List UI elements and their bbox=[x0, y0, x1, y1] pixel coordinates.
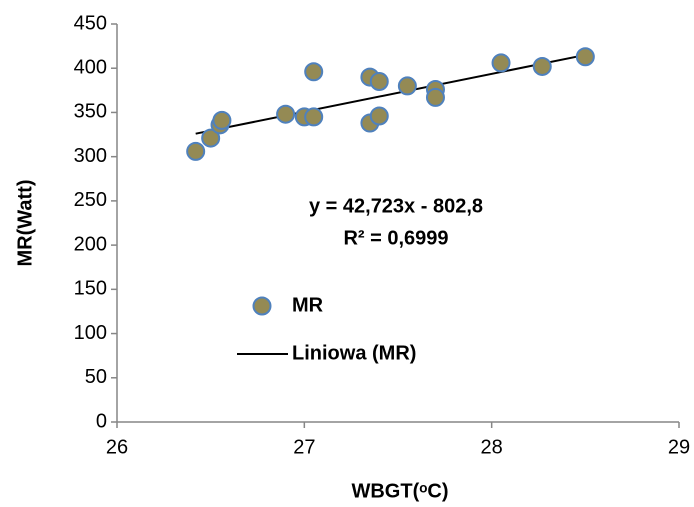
data-point bbox=[201, 128, 221, 148]
x-axis-title: WBGT(ᵒC) bbox=[351, 480, 448, 502]
y-tick-label: 200 bbox=[74, 233, 107, 255]
data-point bbox=[186, 141, 206, 161]
y-tick-label: 300 bbox=[74, 145, 107, 167]
legend-label: Liniowa (MR) bbox=[292, 342, 416, 364]
y-tick-label: 250 bbox=[74, 189, 107, 211]
data-point bbox=[575, 47, 595, 67]
x-tick-label: 26 bbox=[106, 436, 128, 458]
y-tick-label: 450 bbox=[74, 12, 107, 34]
data-point bbox=[304, 107, 324, 127]
y-tick-label: 400 bbox=[74, 57, 107, 79]
data-point bbox=[369, 106, 389, 126]
data-point bbox=[212, 110, 232, 130]
y-tick-label: 350 bbox=[74, 101, 107, 123]
legend-marker bbox=[252, 296, 272, 316]
y-tick-label: 0 bbox=[96, 410, 107, 432]
y-tick-label: 50 bbox=[85, 366, 107, 388]
trendline bbox=[195, 53, 586, 135]
x-tick-label: 28 bbox=[481, 436, 503, 458]
trend-equation: y = 42,723x - 802,8 bbox=[309, 195, 483, 217]
data-point bbox=[369, 71, 389, 91]
r-squared: R² = 0,6999 bbox=[343, 227, 448, 249]
data-point bbox=[532, 56, 552, 76]
data-point bbox=[425, 87, 445, 107]
data-point bbox=[304, 62, 324, 82]
data-point bbox=[276, 104, 296, 124]
y-axis-title: MR(Watt) bbox=[14, 179, 36, 266]
x-tick-label: 27 bbox=[293, 436, 315, 458]
y-tick-label: 150 bbox=[74, 278, 107, 300]
data-point bbox=[491, 53, 511, 73]
x-tick-label: 29 bbox=[668, 436, 690, 458]
y-tick-label: 100 bbox=[74, 322, 107, 344]
legend-label: MR bbox=[292, 294, 324, 316]
data-point bbox=[397, 76, 417, 96]
